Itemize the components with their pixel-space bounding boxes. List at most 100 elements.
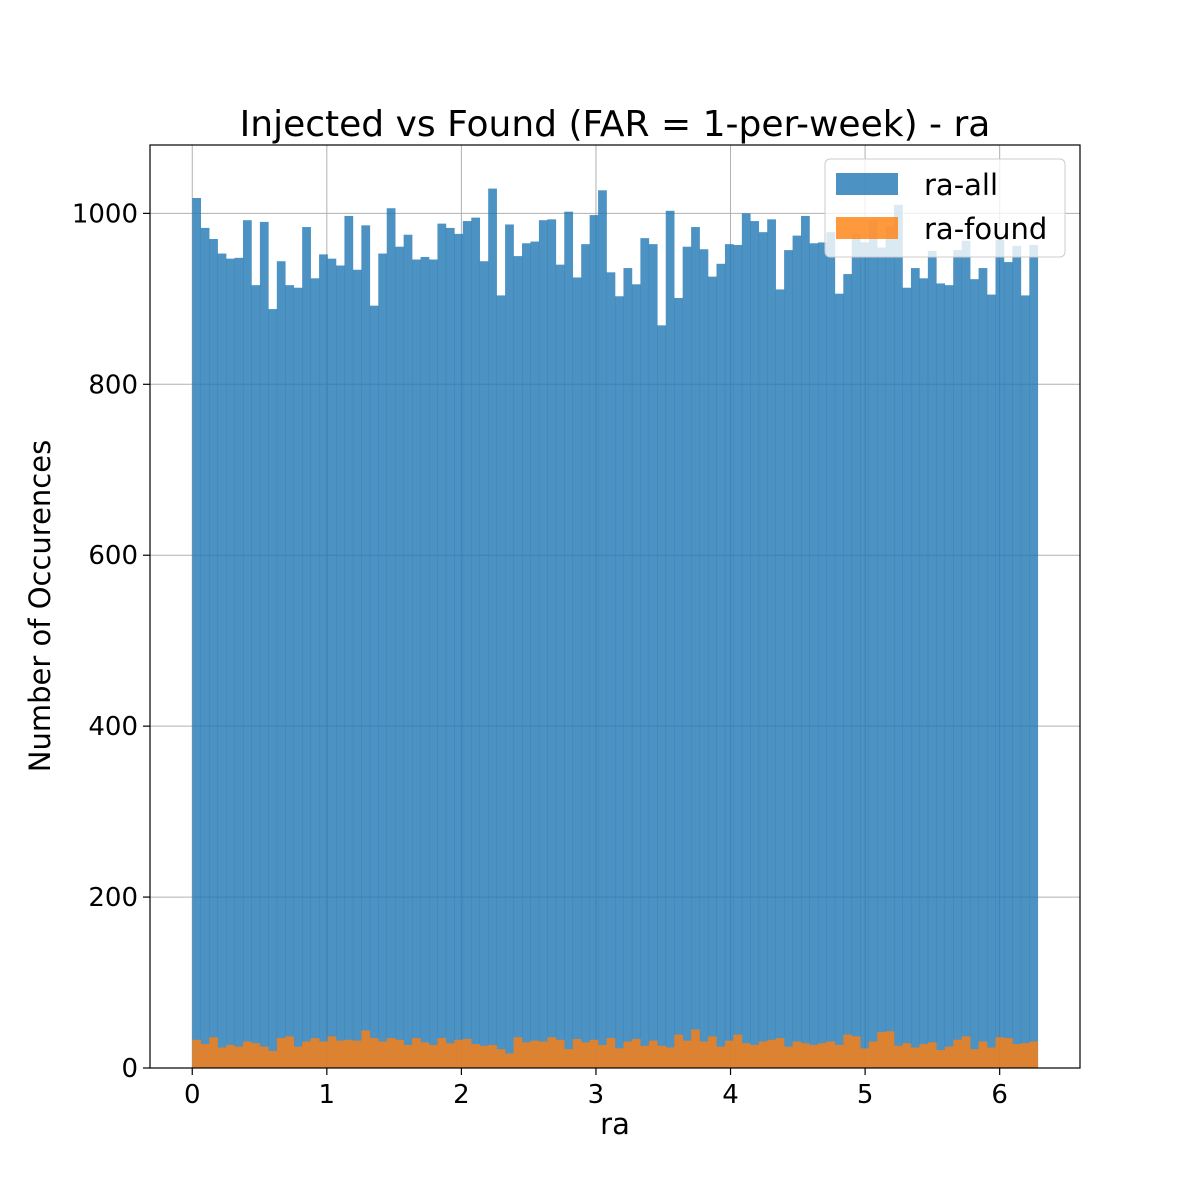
bar-ra-found: [242, 1041, 252, 1068]
bar-ra-all: [995, 239, 1005, 1068]
bar-ra-all: [809, 243, 819, 1068]
bar-ra-found: [268, 1050, 278, 1068]
bar-ra-found: [817, 1043, 827, 1068]
bar-ra-found: [648, 1040, 658, 1068]
bar-ra-found: [437, 1038, 447, 1068]
bar-ra-found: [538, 1041, 548, 1068]
bar-ra-all: [902, 287, 912, 1068]
x-tick-label: 5: [857, 1080, 874, 1110]
bar-ra-found: [606, 1038, 616, 1068]
bar-ra-all: [733, 244, 743, 1068]
plot-frame: [149, 144, 1081, 1069]
bar-ra-all: [674, 297, 683, 1068]
bar-ra-all: [412, 259, 421, 1068]
bar-ra-found: [750, 1044, 760, 1068]
bar-ra-found: [496, 1049, 506, 1068]
bar-ra-found: [775, 1038, 785, 1068]
legend-swatch-ra-found: [836, 217, 898, 239]
bar-ra-all: [454, 233, 464, 1069]
bar-ra-all: [826, 232, 836, 1068]
bar-ra-all: [327, 258, 337, 1068]
bar-ra-found: [572, 1038, 582, 1068]
bar-ra-found: [530, 1040, 540, 1068]
bar-ra-found: [910, 1047, 920, 1068]
bar-ra-all: [775, 289, 785, 1069]
bar-ra-found: [378, 1041, 388, 1068]
x-tick-label: 6: [991, 1080, 1008, 1110]
bar-ra-found: [961, 1036, 971, 1068]
bar-ra-found: [944, 1046, 954, 1068]
bar-ra-found: [987, 1047, 996, 1068]
bar-ra-found: [234, 1046, 244, 1068]
bar-ra-all: [716, 263, 726, 1068]
bar-ra-found: [285, 1036, 295, 1068]
bar-ra-all: [226, 258, 235, 1068]
y-axis-ticks: 0 200 400 600 800 1000: [72, 199, 150, 1084]
bar-ra-found: [488, 1044, 497, 1068]
bar-ra-found: [894, 1045, 903, 1068]
bar-ra-all: [200, 227, 210, 1069]
bar-ra-all: [589, 215, 599, 1068]
bar-ra-all: [1020, 295, 1030, 1069]
bar-ra-found: [555, 1039, 565, 1068]
bar-ra-found: [293, 1046, 303, 1068]
bar-ra-found: [758, 1041, 768, 1068]
bar-ra-found: [995, 1037, 1005, 1068]
legend-label-ra-found: ra-found: [924, 212, 1047, 246]
bar-ra-found: [361, 1030, 371, 1068]
bar-ra-all: [682, 246, 692, 1068]
bar-ra-found: [877, 1032, 886, 1068]
bar-ra-all: [750, 221, 760, 1069]
bar-ra-found: [843, 1034, 853, 1068]
bar-ra-all: [361, 225, 371, 1068]
bar-ra-all: [724, 244, 734, 1069]
bar-ra-found: [953, 1039, 962, 1068]
y-tick-label: 1000: [72, 199, 138, 229]
bar-ra-all: [851, 233, 861, 1069]
bar-ra-found: [428, 1044, 438, 1068]
bar-ra-found: [1012, 1044, 1022, 1068]
bar-ra-found: [369, 1038, 379, 1068]
y-tick-label: 400: [88, 712, 138, 742]
bar-ra-found: [598, 1044, 607, 1068]
bar-ra-found: [589, 1039, 599, 1068]
y-tick-label: 600: [88, 541, 138, 571]
x-axis-label: ra: [600, 1107, 630, 1141]
bar-ra-found: [826, 1041, 836, 1068]
bar-ra-all: [471, 217, 481, 1068]
bar-ra-all: [699, 249, 709, 1068]
bar-ra-found: [454, 1039, 464, 1068]
bar-ra-all: [885, 226, 895, 1068]
bar-ra-found: [699, 1041, 709, 1068]
bar-ra-found: [623, 1041, 633, 1068]
bar-ra-all: [691, 227, 700, 1069]
bar-ra-all: [741, 213, 751, 1069]
bar-ra-found: [1029, 1041, 1039, 1068]
bar-ra-all: [496, 295, 506, 1069]
bar-ra-all: [784, 250, 793, 1068]
bar-ra-all: [242, 220, 252, 1069]
bar-ra-found: [192, 1039, 202, 1068]
bar-ra-found: [310, 1038, 320, 1068]
bar-ra-all: [631, 284, 641, 1068]
bar-ra-all: [403, 234, 413, 1069]
bar-ra-all: [234, 257, 244, 1068]
bar-ra-found: [809, 1044, 819, 1068]
legend-label-ra-all: ra-all: [924, 168, 998, 202]
bar-ra-all: [877, 247, 886, 1069]
bar-ra-all: [564, 211, 574, 1068]
bar-ra-all: [801, 215, 810, 1068]
bar-ra-all: [530, 241, 540, 1069]
bar-ra-found: [471, 1044, 481, 1068]
bar-ra-found: [505, 1053, 514, 1068]
bar-ra-found: [302, 1041, 311, 1068]
bar-ra-all: [961, 240, 971, 1069]
bar-ra-found: [792, 1041, 802, 1068]
bar-ra-all: [1029, 244, 1039, 1068]
bar-ra-found: [420, 1042, 430, 1068]
bar-ra-found: [445, 1043, 455, 1068]
bar-ra-found: [936, 1050, 946, 1068]
bar-ra-all: [302, 227, 311, 1069]
bar-ra-found: [217, 1047, 227, 1068]
